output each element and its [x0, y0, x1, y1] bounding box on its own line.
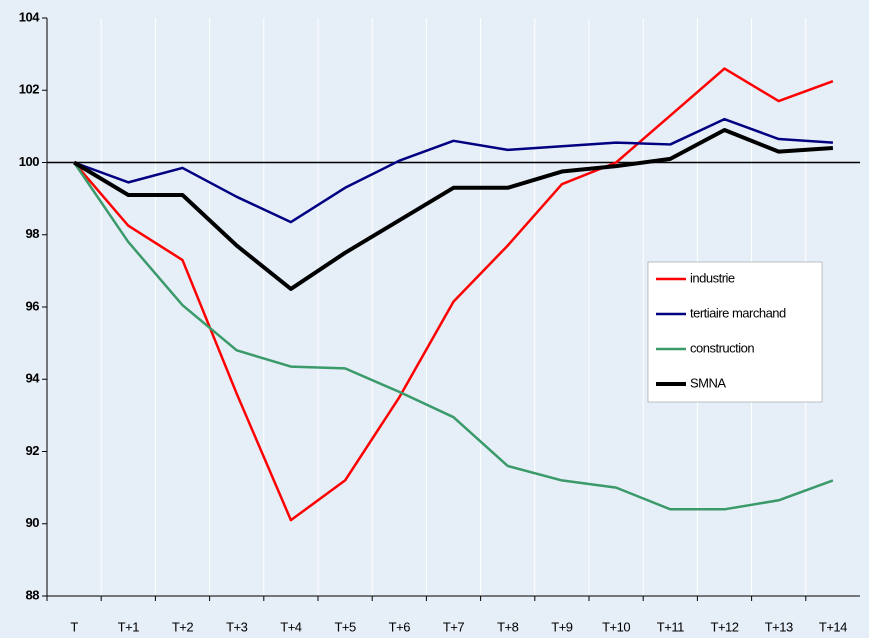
series-line	[73, 127, 834, 291]
x-tick-label: T+7	[443, 619, 465, 634]
legend-label: tertiaire marchand	[690, 305, 786, 320]
series-line	[73, 67, 834, 522]
y-tick-label: 100	[19, 154, 39, 169]
x-tick-label: T+6	[389, 619, 411, 634]
x-tick-label: T+9	[551, 619, 573, 634]
y-tick-label: 102	[19, 82, 39, 97]
legend-label: construction	[690, 340, 754, 355]
x-tick-label: T+1	[118, 619, 140, 634]
x-tick-label: T+5	[334, 619, 356, 634]
x-tick-label: T	[70, 619, 78, 634]
x-tick-label: T+8	[497, 619, 519, 634]
x-tick-label: T+14	[819, 619, 847, 634]
x-tick-label: T+13	[765, 619, 793, 634]
y-tick-label: 104	[19, 9, 40, 24]
legend-label: industrie	[690, 270, 735, 285]
x-tick-label: T+12	[711, 619, 739, 634]
x-tick-label: T+11	[657, 619, 684, 634]
y-tick-label: 98	[26, 226, 40, 241]
y-tick-label: 90	[26, 515, 40, 530]
legend-label: SMNA	[690, 375, 726, 390]
y-tick-label: 92	[26, 443, 40, 458]
y-tick-label: 88	[26, 587, 40, 602]
series-line	[73, 161, 834, 511]
legend-box	[647, 261, 823, 403]
y-tick-label: 96	[26, 298, 40, 313]
x-tick-label: T+3	[226, 619, 248, 634]
y-tick-label: 94	[26, 371, 41, 386]
series-line	[73, 117, 833, 224]
x-tick-label: T+4	[280, 619, 302, 634]
x-tick-label: T+2	[172, 619, 194, 634]
x-tick-label: T+10	[602, 619, 630, 634]
